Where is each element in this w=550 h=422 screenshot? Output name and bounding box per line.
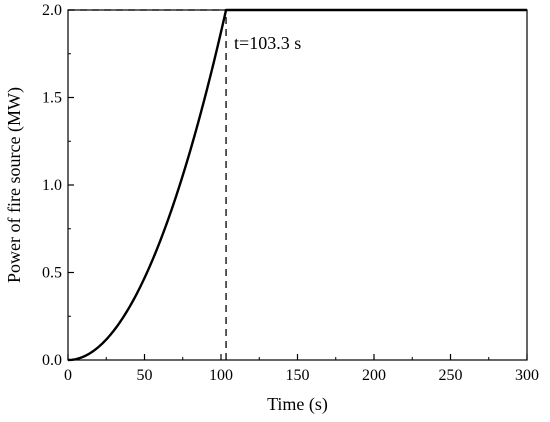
series-line-0 — [67, 8, 527, 362]
x-tick-label: 300 — [515, 367, 539, 384]
y-tick-label: 2.0 — [42, 2, 62, 19]
plot-frame — [67, 9, 528, 361]
y-tick-label: 1.0 — [42, 177, 62, 194]
y-tick-label: 0.5 — [42, 265, 62, 282]
reference-lines — [68, 9, 227, 360]
x-tick-label: 250 — [439, 367, 463, 384]
x-tick-label: 50 — [137, 367, 153, 384]
annotation-label: t=103.3 s — [234, 33, 301, 53]
x-tick-label: 200 — [362, 367, 386, 384]
y-axis-ticks: 0.0 0.5 1.0 1.5 2.0 — [42, 2, 74, 369]
x-axis-ticks: 0 50 100 150 200 250 300 — [64, 354, 539, 384]
y-axis-label: Power of fire source (MW) — [4, 87, 25, 283]
y-tick-label: 1.5 — [42, 90, 62, 107]
x-tick-label: 150 — [286, 367, 310, 384]
x-tick-label: 0 — [64, 367, 72, 384]
y-tick-label: 0.0 — [42, 352, 62, 369]
series-layer — [67, 8, 527, 362]
x-tick-label: 100 — [209, 367, 233, 384]
x-axis-label: Time (s) — [267, 394, 328, 415]
